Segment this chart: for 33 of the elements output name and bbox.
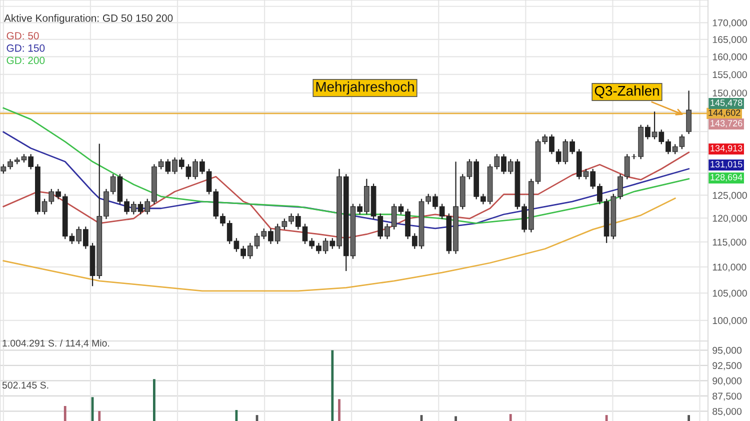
line-series (2, 152, 690, 239)
annotation: Aktive Konfiguration: GD 50 150 200 (4, 14, 173, 24)
y2-tick-label: 92,500 (712, 362, 742, 370)
text: GD: 150 (6, 44, 45, 52)
text: 143,726 (710, 120, 742, 128)
text: GD: 200 (6, 56, 45, 64)
y-tick-label: 155,000 (712, 71, 747, 80)
ref-line-label: 144,602 (708, 109, 740, 117)
y-tick-label: 115,000 (712, 238, 746, 247)
line-series (2, 198, 676, 292)
annotation: 502.145 S. (2, 382, 48, 389)
annotation: Mehrjahreshoch (316, 82, 414, 94)
y-tick-label: 170,000 (712, 19, 747, 28)
text: 134,913 (710, 145, 742, 152)
y2-tick-label: 87,500 (712, 392, 742, 401)
y-tick-label: 105,000 (712, 290, 747, 298)
y-tick-label: 125,000 (712, 192, 747, 200)
y-tick-label: 110,000 (712, 264, 746, 272)
candlestick (686, 90, 692, 135)
y-tick-label: 120,000 (712, 214, 747, 223)
annotation: Q3-Zahlen (594, 86, 659, 98)
y-tick-label: 100,000 (712, 317, 747, 326)
y-tick-label: 160,000 (712, 53, 747, 62)
text: 128,694 (710, 174, 742, 182)
y2-tick-label: 90,000 (712, 377, 742, 386)
y2-tick-label: 85,000 (712, 408, 742, 416)
y2-tick-label: 95,000 (712, 346, 742, 355)
annotation: 1.004.291 S. / 114,4 Mio. (2, 339, 110, 348)
text: 131,015 (710, 161, 742, 168)
text: 145,478 (710, 100, 742, 107)
y-tick-label: 165,000 (712, 36, 747, 44)
text: GD: 50 (6, 32, 39, 40)
y-tick-label: 150,000 (712, 90, 747, 98)
